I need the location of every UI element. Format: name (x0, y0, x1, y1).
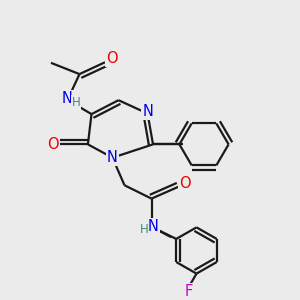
Text: F: F (185, 284, 193, 299)
Text: N: N (142, 104, 153, 119)
Text: H: H (71, 96, 80, 109)
Text: O: O (179, 176, 191, 191)
Text: N: N (148, 219, 158, 234)
Text: N: N (62, 91, 73, 106)
Text: O: O (106, 51, 117, 66)
Text: H: H (140, 223, 148, 236)
Text: N: N (107, 150, 118, 165)
Text: O: O (48, 137, 59, 152)
